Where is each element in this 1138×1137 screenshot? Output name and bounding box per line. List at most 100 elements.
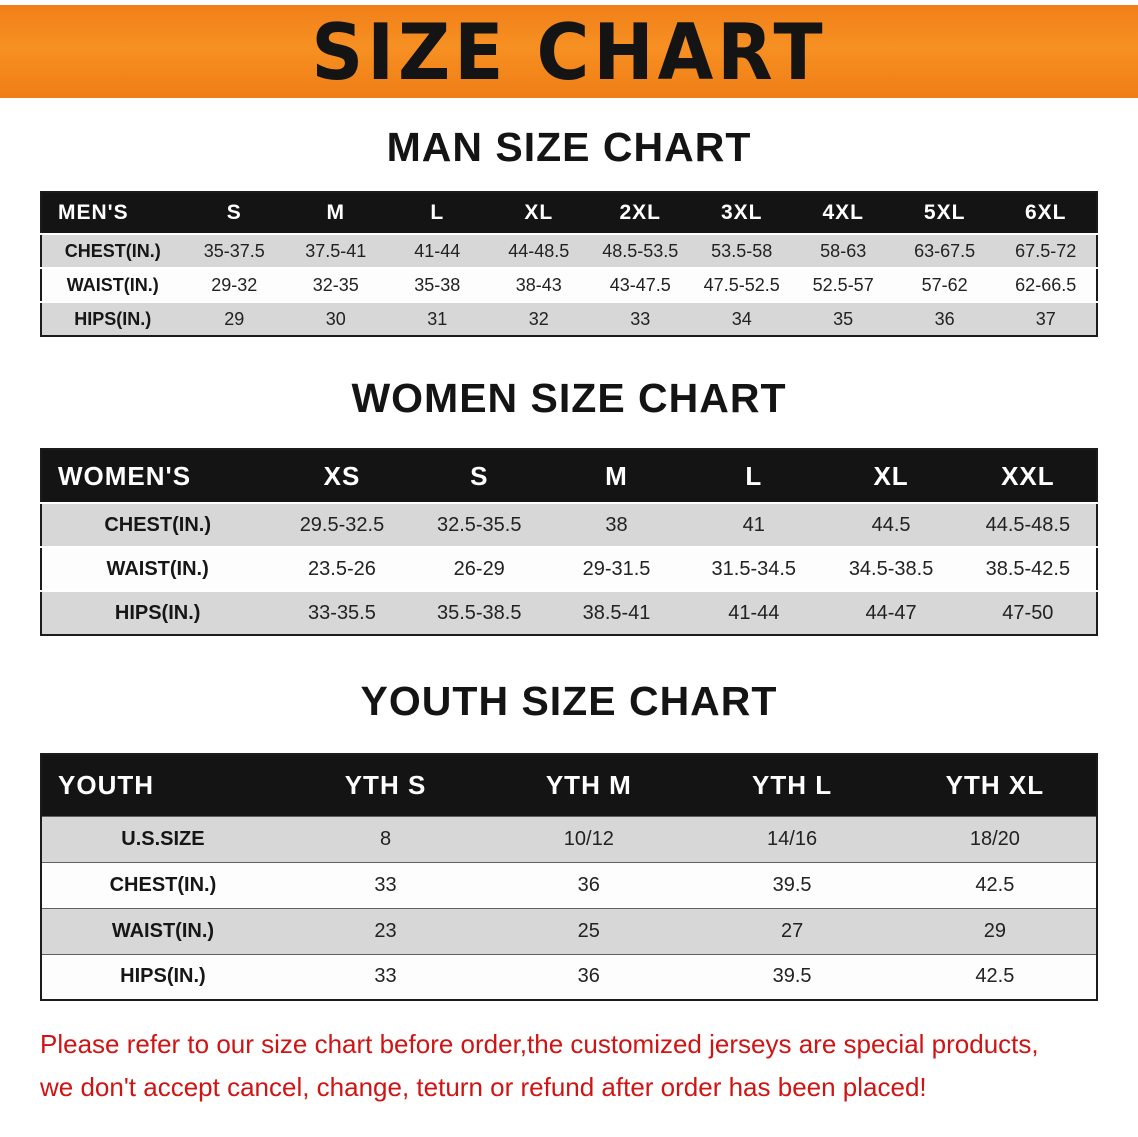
size-header-cell: YTH S	[283, 754, 488, 816]
value-cell: 67.5-72	[1015, 240, 1077, 261]
table-row: WAIST(IN.) 23 25 27 29	[41, 908, 1097, 954]
women-chart-heading: WOMEN SIZE CHART	[351, 375, 787, 421]
value-cell: 37.5-41	[305, 240, 367, 261]
table-row: WAIST(IN.) 23.5-26 26-29 29-31.5 31.5-34.5 34…	[41, 547, 1097, 591]
disclaimer: Please refer to our size chart before or…	[40, 1023, 1138, 1109]
size-header-cell: M	[285, 192, 387, 234]
value-cell: 29.5-32.5	[299, 513, 385, 536]
table-title-cell: WOMEN'S	[41, 449, 274, 503]
value-cell: 57-62	[921, 274, 968, 295]
value-cell: 26-29	[453, 557, 505, 580]
value-cell: 18/20	[969, 827, 1020, 850]
size-header-cell: YTH L	[690, 754, 894, 816]
size-header-cell: XS	[273, 449, 411, 503]
man-size-chart-section: MAN SIZE CHART MEN'S S M L XL 2XL 3XL 4XL 5XL 6XL…	[0, 98, 1138, 337]
value-cell: 53.5-58	[711, 240, 773, 261]
value-cell: 32-35	[312, 274, 359, 295]
value-cell: 39.5	[772, 873, 812, 896]
table-row: HIPS(IN.) 29 30 31 32 33 34 35 36 37	[41, 302, 1097, 336]
value-cell: 31	[427, 308, 448, 329]
table-title-cell: MEN'S	[41, 192, 184, 234]
value-cell: 41-44	[414, 240, 461, 261]
value-cell: 29-32	[211, 274, 258, 295]
value-cell: 48.5-53.5	[602, 240, 679, 261]
value-cell: 42.5	[975, 873, 1015, 896]
value-cell: 25	[577, 919, 600, 942]
table-title-cell: YOUTH	[41, 754, 284, 816]
table-header-row: MEN'S S M L XL 2XL 3XL 4XL 5XL 6XL	[41, 192, 1097, 234]
value-cell: 29	[983, 919, 1006, 942]
size-header-cell: M	[547, 449, 686, 503]
table-row: U.S.SIZE 8 10/12 14/16 18/20	[41, 816, 1097, 862]
size-table: WOMEN'S XS S M L XL XXL CHEST(IN.) 29.5-32.5 32.5…	[40, 448, 1098, 636]
value-cell: 35	[833, 308, 854, 329]
value-cell: 36	[577, 965, 600, 988]
value-cell: 34	[731, 308, 752, 329]
value-cell: 14/16	[767, 827, 818, 850]
table-row: WAIST(IN.) 29-32 32-35 35-38 38-43 43-47.5 47.…	[41, 268, 1097, 302]
size-header-cell: S	[410, 449, 548, 503]
value-cell: 38.5-41	[582, 601, 651, 624]
size-header-cell: S	[183, 192, 286, 234]
value-cell: 29	[224, 308, 245, 329]
table-header-row: WOMEN'S XS S M L XL XXL	[41, 449, 1097, 503]
value-cell: 36	[577, 873, 600, 896]
row-label-cell: CHEST(IN.)	[64, 240, 161, 261]
value-cell: 33	[374, 873, 397, 896]
row-label-cell: HIPS(IN.)	[120, 965, 206, 988]
size-header-cell: L	[685, 449, 823, 503]
value-cell: 38	[605, 513, 628, 536]
value-cell: 32.5-35.5	[436, 513, 522, 536]
value-cell: 47.5-52.5	[703, 274, 780, 295]
size-header-cell: YTH M	[487, 754, 691, 816]
man-chart-heading: MAN SIZE CHART	[386, 124, 752, 170]
value-cell: 62-66.5	[1015, 274, 1077, 295]
value-cell: 42.5	[975, 965, 1015, 988]
row-label-cell: CHEST(IN.)	[109, 873, 217, 896]
row-label-cell: WAIST(IN.)	[111, 919, 215, 942]
women-size-table: WOMEN'S XS S M L XL XXL CHEST(IN.) 29.5-32.5 32.5…	[40, 448, 1098, 636]
value-cell: 23.5-26	[308, 557, 376, 580]
size-header-cell: XL	[822, 449, 960, 503]
value-cell: 33	[630, 308, 651, 329]
value-cell: 41-44	[728, 601, 780, 624]
size-header-cell: 4XL	[792, 192, 894, 234]
table-row: CHEST(IN.) 35-37.5 37.5-41 41-44 44-48.5 48.5…	[41, 234, 1097, 268]
value-cell: 43-47.5	[609, 274, 671, 295]
value-cell: 23	[374, 919, 397, 942]
value-cell: 27	[780, 919, 804, 942]
value-cell: 36	[934, 308, 955, 329]
value-cell: 52.5-57	[812, 274, 874, 295]
value-cell: 35.5-38.5	[436, 601, 522, 624]
value-cell: 30	[325, 308, 346, 329]
value-cell: 41	[742, 513, 765, 536]
value-cell: 33-35.5	[308, 601, 376, 624]
youth-size-chart-section: YOUTH SIZE CHART YOUTH YTH S YTH M YTH L YTH…	[0, 636, 1138, 1001]
value-cell: 44.5-48.5	[985, 513, 1071, 536]
page-title: SIZE CHART	[311, 6, 827, 97]
value-cell: 35-38	[414, 274, 461, 295]
value-cell: 31.5-34.5	[711, 557, 797, 580]
size-header-cell: YTH XL	[893, 754, 1097, 816]
size-header-cell: 2XL	[589, 192, 691, 234]
size-header-cell: 3XL	[690, 192, 793, 234]
value-cell: 44-47	[865, 601, 917, 624]
row-label-cell: U.S.SIZE	[121, 827, 205, 850]
value-cell: 10/12	[563, 827, 614, 850]
value-cell: 32	[528, 308, 549, 329]
youth-chart-heading: YOUTH SIZE CHART	[360, 678, 778, 724]
table-row: HIPS(IN.) 33 36 39.5 42.5	[41, 954, 1097, 1000]
size-chart-page: SIZE CHART MAN SIZE CHART MEN'S S M L XL 2XL 3…	[0, 5, 1138, 1109]
value-cell: 39.5	[772, 965, 812, 988]
value-cell: 34.5-38.5	[848, 557, 934, 580]
table-row: CHEST(IN.) 33 36 39.5 42.5	[41, 862, 1097, 908]
size-header-cell: 5XL	[893, 192, 996, 234]
size-header-cell: 6XL	[995, 192, 1097, 234]
table-row: CHEST(IN.) 29.5-32.5 32.5-35.5 38 41 44.5 44.5…	[41, 503, 1097, 547]
value-cell: 47-50	[1002, 601, 1054, 624]
table-row: HIPS(IN.) 33-35.5 35.5-38.5 38.5-41 41-44 44-…	[41, 591, 1097, 635]
man-size-table: MEN'S S M L XL 2XL 3XL 4XL 5XL 6XL CHEST(IN.) 35-37…	[40, 191, 1098, 337]
value-cell: 63-67.5	[914, 240, 976, 261]
value-cell: 35-37.5	[203, 240, 265, 261]
disclaimer-line-1: Please refer to our size chart before or…	[40, 1029, 1039, 1059]
